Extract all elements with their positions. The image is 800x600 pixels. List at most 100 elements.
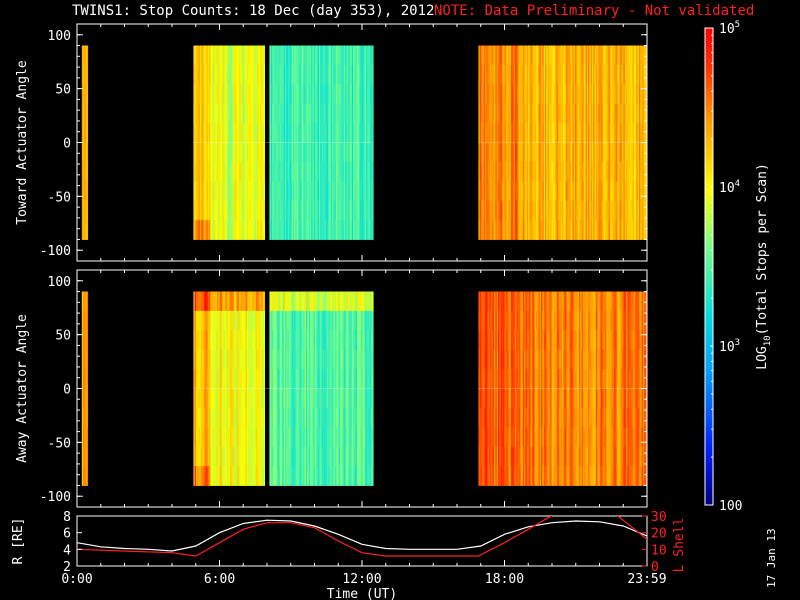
heat-cell xyxy=(598,142,601,163)
heat-cell xyxy=(581,84,584,105)
heat-cell xyxy=(243,407,245,428)
heat-cell xyxy=(353,161,355,182)
heat-cell xyxy=(622,181,624,202)
heat-cell xyxy=(351,310,354,331)
heat-cell xyxy=(487,427,490,448)
heat-cell xyxy=(83,330,85,351)
heat-cell xyxy=(256,466,258,486)
heat-cell xyxy=(216,330,219,351)
heat-cell xyxy=(222,446,224,467)
heat-cell xyxy=(590,45,593,66)
heat-cell xyxy=(362,142,364,163)
heat-cell xyxy=(484,181,487,202)
heat-cell xyxy=(209,349,211,370)
heat-cell xyxy=(196,407,198,428)
heat-cell xyxy=(285,220,287,240)
heat-cell xyxy=(311,123,313,143)
heat-cell xyxy=(203,349,206,370)
heat-cell xyxy=(501,45,504,66)
heat-cell xyxy=(478,84,481,105)
heat-cell xyxy=(514,64,517,85)
heat-cell xyxy=(330,369,333,389)
heat-cell xyxy=(250,161,253,182)
heat-cell xyxy=(518,103,521,124)
heat-cell xyxy=(511,45,513,66)
heat-cell xyxy=(279,407,282,428)
heat-cell xyxy=(567,369,569,389)
heat-cell xyxy=(543,388,546,409)
heat-cell xyxy=(585,200,588,221)
heat-cell xyxy=(529,181,531,202)
heat-cell xyxy=(243,427,245,448)
heat-cell xyxy=(302,466,304,486)
heat-cell xyxy=(244,142,246,163)
heat-cell xyxy=(626,161,628,182)
heat-cell xyxy=(503,388,505,409)
heat-cell xyxy=(194,291,197,312)
heat-cell xyxy=(567,330,569,351)
heat-cell xyxy=(362,349,364,370)
heat-cell xyxy=(575,369,577,389)
heat-cell xyxy=(641,200,644,221)
heat-cell xyxy=(606,161,609,182)
heat-cell xyxy=(370,64,372,85)
heat-cell xyxy=(509,291,512,312)
heat-cell xyxy=(313,427,316,448)
heat-cell xyxy=(353,64,355,85)
heat-cell xyxy=(547,388,550,409)
heat-cell xyxy=(563,349,565,370)
heat-cell xyxy=(498,427,500,448)
heat-cell xyxy=(582,161,585,182)
heat-cell xyxy=(294,181,296,202)
heat-cell xyxy=(210,349,213,370)
heat-cell xyxy=(354,142,356,163)
heat-cell xyxy=(320,388,322,409)
heat-cell xyxy=(258,427,261,448)
heat-cell xyxy=(576,181,578,202)
heat-cell xyxy=(484,466,487,486)
heat-cell xyxy=(529,103,531,124)
heat-cell xyxy=(590,142,593,163)
heat-cell xyxy=(282,427,285,448)
heat-cell xyxy=(250,84,253,105)
heat-cell xyxy=(368,220,371,240)
heat-cell xyxy=(555,310,558,331)
heat-cell xyxy=(599,200,602,221)
heat-cell xyxy=(484,349,487,370)
heat-cell xyxy=(240,161,243,182)
heat-cell xyxy=(500,330,503,351)
heat-cell xyxy=(351,142,354,163)
heat-cell xyxy=(525,161,528,182)
heat-cell xyxy=(218,407,220,428)
heat-cell xyxy=(246,427,249,448)
heat-cell xyxy=(514,330,517,351)
heat-cell xyxy=(568,446,571,467)
heat-cell xyxy=(231,64,233,85)
heat-cell xyxy=(345,407,347,428)
heat-cell xyxy=(296,123,299,143)
heat-cell xyxy=(533,142,535,163)
heat-cell xyxy=(595,161,598,182)
heat-cell xyxy=(616,84,619,105)
heat-cell xyxy=(354,161,356,182)
heat-cell xyxy=(299,200,302,221)
heat-cell xyxy=(241,291,244,312)
heat-cell xyxy=(298,64,300,85)
heat-cell xyxy=(588,220,590,240)
heat-cell xyxy=(333,427,336,448)
heat-cell xyxy=(520,310,522,331)
heat-cell xyxy=(313,161,316,182)
heat-cell xyxy=(498,407,500,428)
heat-cell xyxy=(303,123,305,143)
heat-cell xyxy=(83,161,85,182)
heat-cell xyxy=(243,200,245,221)
heat-cell xyxy=(339,330,342,351)
heat-cell xyxy=(196,388,198,409)
heat-cell xyxy=(322,64,325,85)
heat-cell xyxy=(343,181,346,202)
heat-cell xyxy=(302,64,304,85)
heat-cell xyxy=(313,84,316,105)
heat-cell xyxy=(484,123,487,143)
heat-cell xyxy=(260,181,262,202)
heat-cell xyxy=(522,291,525,312)
